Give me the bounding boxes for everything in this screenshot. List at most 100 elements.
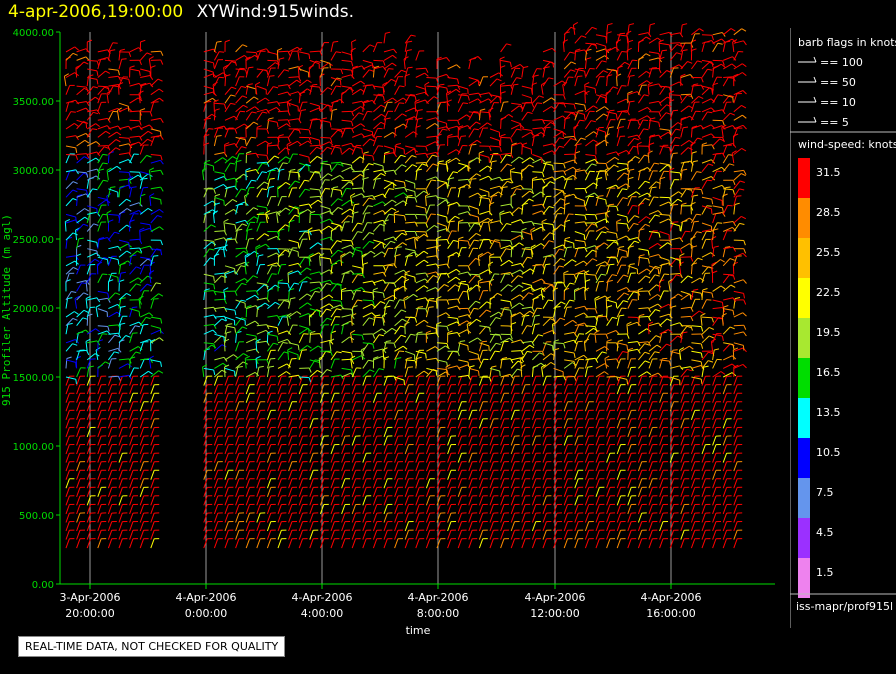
wind-barb-flag bbox=[160, 131, 162, 137]
wind-barb bbox=[118, 384, 123, 395]
wind-barb bbox=[214, 362, 224, 369]
wind-barb bbox=[64, 221, 67, 232]
wind-barb bbox=[404, 119, 409, 130]
wind-barb bbox=[319, 521, 325, 532]
wind-barb bbox=[426, 369, 434, 378]
wind-barb bbox=[108, 84, 119, 87]
wind-barbs bbox=[63, 21, 747, 549]
wind-barb bbox=[139, 384, 145, 395]
wind-barb bbox=[288, 538, 293, 549]
wind-barb-flag bbox=[233, 115, 239, 120]
wind-barb-flag bbox=[307, 140, 313, 145]
wind-barb bbox=[255, 358, 258, 369]
wind-barb bbox=[352, 272, 363, 275]
wind-barb bbox=[97, 237, 108, 241]
wind-barb bbox=[330, 188, 341, 191]
wind-barb bbox=[330, 401, 335, 412]
wind-barb bbox=[277, 410, 282, 420]
wind-barb bbox=[97, 93, 102, 104]
wind-barb bbox=[298, 345, 308, 352]
wind-barb bbox=[309, 461, 314, 472]
wind-barb-flag bbox=[499, 256, 503, 262]
wind-barb bbox=[362, 401, 367, 412]
wind-barb bbox=[447, 453, 452, 463]
wind-barb bbox=[394, 444, 399, 455]
wind-barb bbox=[351, 444, 357, 455]
wind-barb bbox=[394, 470, 399, 480]
wind-barb bbox=[256, 376, 261, 386]
wind-barb bbox=[521, 111, 529, 121]
wind-barb bbox=[542, 127, 546, 138]
wind-barb bbox=[341, 495, 346, 506]
wind-barb bbox=[468, 384, 473, 395]
wind-barb bbox=[65, 376, 76, 380]
wind-barb-flag bbox=[446, 369, 449, 375]
wind-barb bbox=[76, 188, 87, 191]
wind-barb bbox=[256, 108, 267, 113]
wind-barb bbox=[510, 105, 520, 113]
wind-barb bbox=[86, 410, 92, 420]
wind-barb-flag bbox=[74, 295, 80, 300]
wind-barb bbox=[468, 77, 479, 81]
wind-barb-flag bbox=[541, 364, 547, 368]
wind-barb bbox=[329, 341, 332, 352]
wind-barb bbox=[330, 470, 335, 480]
wind-barb bbox=[65, 359, 76, 363]
wind-barb bbox=[415, 91, 426, 96]
wind-barb-flag bbox=[72, 343, 78, 346]
wind-barb bbox=[425, 418, 431, 429]
wind-barb bbox=[202, 170, 205, 181]
wind-barb bbox=[203, 427, 208, 438]
wind-barb-flag bbox=[159, 97, 164, 102]
wind-barb-flag bbox=[128, 79, 131, 85]
wind-barb bbox=[383, 299, 390, 309]
wind-barb bbox=[372, 393, 378, 403]
wind-barb-flag bbox=[365, 212, 371, 214]
wind-barb bbox=[436, 538, 441, 549]
wind-barb-flag bbox=[477, 278, 483, 282]
wind-barb bbox=[245, 521, 251, 532]
wind-barb bbox=[426, 122, 436, 130]
wind-barb-flag bbox=[95, 141, 101, 146]
wind-barb-flag bbox=[363, 177, 369, 180]
wind-barb bbox=[341, 208, 351, 215]
wind-barb bbox=[426, 367, 437, 372]
wind-barb bbox=[288, 50, 293, 61]
wind-barb bbox=[76, 538, 81, 549]
wind-barb bbox=[415, 162, 426, 164]
wind-barb bbox=[140, 256, 151, 260]
wind-barb-flag bbox=[298, 128, 301, 134]
wind-barb-flag bbox=[128, 374, 132, 380]
wind-barb-flag bbox=[274, 284, 280, 289]
wind-barb-flag bbox=[95, 123, 100, 127]
wind-barb bbox=[319, 530, 325, 540]
wind-barb bbox=[521, 401, 526, 412]
wind-barb bbox=[479, 251, 489, 258]
wind-barb-flag bbox=[370, 250, 376, 255]
wind-barb bbox=[139, 317, 147, 326]
wind-barb bbox=[256, 140, 266, 147]
wind-barb-flag bbox=[399, 299, 405, 301]
wind-barb bbox=[266, 265, 273, 275]
wind-barb bbox=[362, 376, 367, 386]
wind-barb bbox=[478, 401, 484, 412]
wind-barb bbox=[351, 123, 361, 130]
wind-barb bbox=[76, 107, 87, 113]
wind-barb bbox=[309, 119, 313, 130]
wind-barb bbox=[65, 393, 70, 403]
wind-barb bbox=[341, 376, 346, 386]
wind-barb bbox=[424, 84, 427, 95]
wind-barb-flag bbox=[541, 178, 546, 184]
wind-barb bbox=[351, 521, 357, 532]
wind-barb-flag bbox=[139, 172, 142, 178]
wind-barb-flag bbox=[497, 292, 503, 296]
wind-barb bbox=[500, 418, 505, 429]
wind-barb bbox=[447, 376, 452, 386]
wind-barb-flag bbox=[368, 163, 374, 166]
wind-barb bbox=[213, 41, 218, 53]
wind-barb bbox=[320, 59, 331, 64]
wind-barb bbox=[352, 187, 363, 190]
wind-barb bbox=[341, 127, 352, 130]
wind-barb-flag bbox=[160, 186, 164, 192]
wind-barb bbox=[341, 314, 352, 318]
